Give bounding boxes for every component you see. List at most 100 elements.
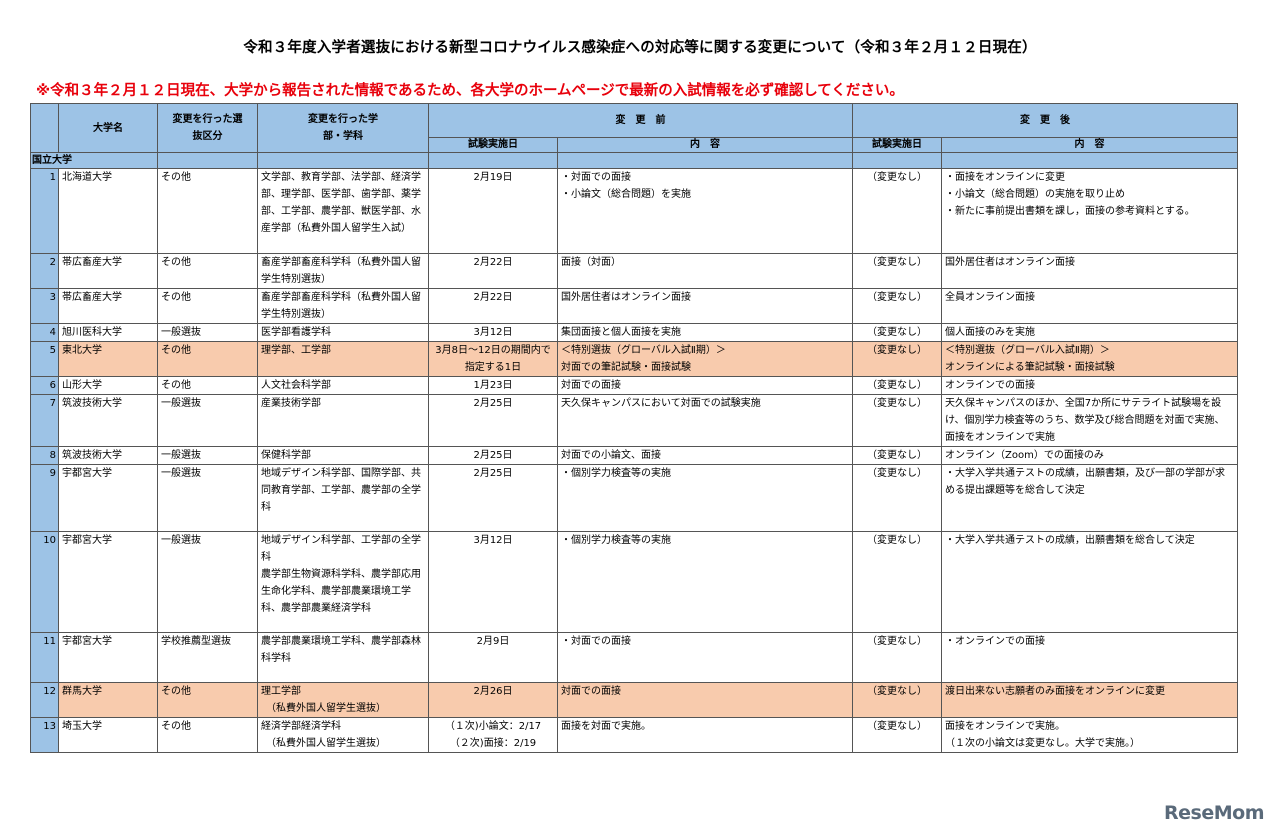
before-exam-date: 2月22日 <box>428 288 558 324</box>
section-row: 国立大学 <box>30 152 1238 169</box>
university-name: 筑波技術大学 <box>58 394 158 447</box>
before-exam-date: 3月12日 <box>428 323 558 342</box>
after-content: ・オンラインでの面接 <box>941 632 1238 683</box>
university-name: 筑波技術大学 <box>58 446 158 465</box>
table-row: 6 山形大学 その他 人文社会科学部 1月23日 対面での面接 （変更なし） オンラインでの面… <box>30 376 1238 395</box>
before-exam-date: 2月25日 <box>428 394 558 447</box>
row-number: 13 <box>30 717 59 753</box>
department: 保健科学部 <box>257 446 429 465</box>
selection-category: その他 <box>157 341 258 377</box>
before-content: 面接（対面） <box>557 253 853 289</box>
before-content: ＜特別選抜（グローバル入試Ⅱ期）＞ 対面での筆記試験・面接試験 <box>557 341 853 377</box>
after-content: 全員オンライン面接 <box>941 288 1238 324</box>
after-exam-date: （変更なし） <box>852 288 942 324</box>
table-row: 12 群馬大学 その他 理工学部 （私費外国人留学生選抜） 2月26日 対面での面接 （変更… <box>30 682 1238 718</box>
university-name: 旭川医科大学 <box>58 323 158 342</box>
selection-category: その他 <box>157 717 258 753</box>
before-exam-date: 2月19日 <box>428 168 558 254</box>
after-exam-date: （変更なし） <box>852 323 942 342</box>
header-department: 変更を行った学部・学科 <box>257 103 429 153</box>
department: 地域デザイン科学部、工学部の全学科 農学部生物資源科学科、農学部応用生命化学科、… <box>257 531 429 633</box>
changes-table: 大学名 変更を行った選抜区分 変更を行った学部・学科 変 更 前 変 更 後 試… <box>30 103 1238 753</box>
notice-text: ※令和３年２月１２日現在、大学から報告された情報であるため、各大学のホームページ… <box>36 83 904 99</box>
department: 理学部、工学部 <box>257 341 429 377</box>
table-row: 10 宇都宮大学 一般選抜 地域デザイン科学部、工学部の全学科 農学部生物資源科学科、… <box>30 531 1238 633</box>
after-exam-date: （変更なし） <box>852 531 942 633</box>
before-content: ・対面での面接 <box>557 632 853 683</box>
selection-category: その他 <box>157 168 258 254</box>
row-number: 12 <box>30 682 59 718</box>
university-name: 宇都宮大学 <box>58 531 158 633</box>
row-number: 2 <box>30 253 59 289</box>
table-row: 13 埼玉大学 その他 経済学部経済学科 （私費外国人留学生選抜） （１次)小論文：2/… <box>30 717 1238 753</box>
after-content: ・大学入学共通テストの成績，出願書類を総合して決定 <box>941 531 1238 633</box>
department: 農学部農業環境工学科、農学部森林科学科 <box>257 632 429 683</box>
resemom-logo: ReseMom <box>1164 802 1264 824</box>
before-content: ・対面での面接 ・小論文（総合問題）を実施 <box>557 168 853 254</box>
university-name: 東北大学 <box>58 341 158 377</box>
after-exam-date: （変更なし） <box>852 717 942 753</box>
selection-category: 一般選抜 <box>157 394 258 447</box>
university-name: 山形大学 <box>58 376 158 395</box>
selection-category: その他 <box>157 682 258 718</box>
before-content: 面接を対面で実施。 <box>557 717 853 753</box>
row-number: 1 <box>30 168 59 254</box>
header-before: 変 更 前 <box>428 103 853 138</box>
before-exam-date: 3月8日～12日の期間内で 指定する1日 <box>428 341 558 377</box>
after-content: ・大学入学共通テストの成績，出願書類，及び一部の学部が求める提出課題等を総合して… <box>941 464 1238 532</box>
after-exam-date: （変更なし） <box>852 168 942 254</box>
university-name: 埼玉大学 <box>58 717 158 753</box>
before-exam-date: 2月25日 <box>428 464 558 532</box>
before-exam-date: 3月12日 <box>428 531 558 633</box>
university-name: 宇都宮大学 <box>58 464 158 532</box>
header-category: 変更を行った選抜区分 <box>157 103 258 153</box>
university-name: 宇都宮大学 <box>58 632 158 683</box>
department: 畜産学部畜産科学科（私費外国人留学生特別選抜） <box>257 253 429 289</box>
row-number: 3 <box>30 288 59 324</box>
row-number: 8 <box>30 446 59 465</box>
after-exam-date: （変更なし） <box>852 464 942 532</box>
row-number: 4 <box>30 323 59 342</box>
before-exam-date: 2月22日 <box>428 253 558 289</box>
after-content: 渡日出来ない志願者のみ面接をオンラインに変更 <box>941 682 1238 718</box>
selection-category: その他 <box>157 376 258 395</box>
table-row: 11 宇都宮大学 学校推薦型選抜 農学部農業環境工学科、農学部森林科学科 2月9日 ・対面… <box>30 632 1238 683</box>
before-content: ・個別学力検査等の実施 <box>557 531 853 633</box>
university-name: 帯広畜産大学 <box>58 253 158 289</box>
selection-category: 一般選抜 <box>157 464 258 532</box>
after-content: ＜特別選抜（グローバル入試Ⅱ期）＞ オンラインによる筆記試験・面接試験 <box>941 341 1238 377</box>
before-content: 対面での面接 <box>557 376 853 395</box>
table-row: 4 旭川医科大学 一般選抜 医学部看護学科 3月12日 集団面接と個人面接を実施 （変更なし… <box>30 323 1238 342</box>
after-exam-date: （変更なし） <box>852 376 942 395</box>
after-content: 国外居住者はオンライン面接 <box>941 253 1238 289</box>
university-name: 帯広畜産大学 <box>58 288 158 324</box>
table-row: 1 北海道大学 その他 文学部、教育学部、法学部、経済学部、理学部、医学部、歯学部、薬… <box>30 168 1238 254</box>
row-number: 10 <box>30 531 59 633</box>
before-content: 対面での小論文、面接 <box>557 446 853 465</box>
selection-category: その他 <box>157 288 258 324</box>
after-content: 天久保キャンパスのほか、全国7か所にサテライト試験場を設け、個別学力検査等のうち… <box>941 394 1238 447</box>
header-after-content: 内 容 <box>941 137 1238 153</box>
department: 畜産学部畜産科学科（私費外国人留学生特別選抜） <box>257 288 429 324</box>
selection-category: 学校推薦型選抜 <box>157 632 258 683</box>
university-name: 群馬大学 <box>58 682 158 718</box>
row-number: 7 <box>30 394 59 447</box>
row-number: 5 <box>30 341 59 377</box>
after-exam-date: （変更なし） <box>852 394 942 447</box>
department: 産業技術学部 <box>257 394 429 447</box>
before-content: 国外居住者はオンライン面接 <box>557 288 853 324</box>
before-content: 集団面接と個人面接を実施 <box>557 323 853 342</box>
after-content: ・面接をオンラインに変更 ・小論文（総合問題）の実施を取り止め ・新たに事前提出… <box>941 168 1238 254</box>
before-exam-date: 2月26日 <box>428 682 558 718</box>
header-before-date: 試験実施日 <box>428 137 558 153</box>
department: 人文社会科学部 <box>257 376 429 395</box>
section-label: 国立大学 <box>30 152 158 169</box>
department: 理工学部 （私費外国人留学生選抜） <box>257 682 429 718</box>
table-row: 9 宇都宮大学 一般選抜 地域デザイン科学部、国際学部、共同教育学部、工学部、農学部の… <box>30 464 1238 532</box>
university-name: 北海道大学 <box>58 168 158 254</box>
table-row: 8 筑波技術大学 一般選抜 保健科学部 2月25日 対面での小論文、面接 （変更なし） オンラ… <box>30 446 1238 465</box>
selection-category: 一般選抜 <box>157 446 258 465</box>
page-title: 令和３年度入学者選抜における新型コロナウイルス感染症への対応等に関する変更につい… <box>243 40 1037 56</box>
after-exam-date: （変更なし） <box>852 446 942 465</box>
after-exam-date: （変更なし） <box>852 632 942 683</box>
